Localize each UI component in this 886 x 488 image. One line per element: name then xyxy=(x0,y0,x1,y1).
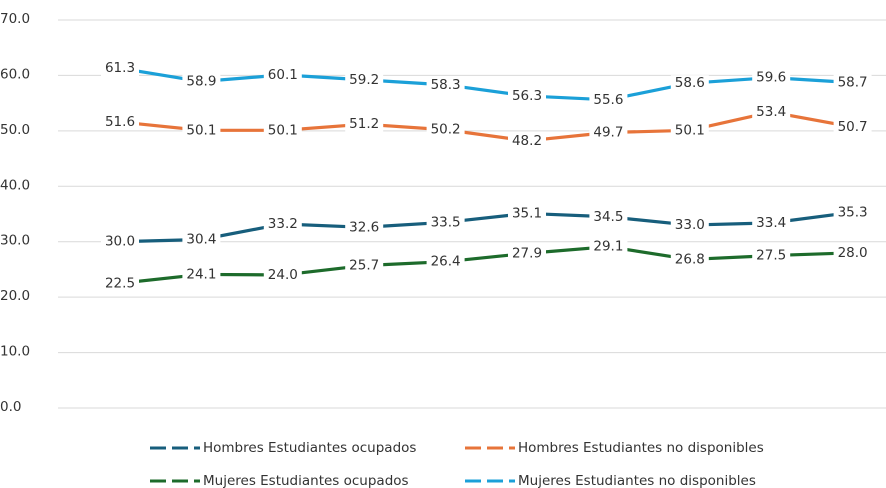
label-bg xyxy=(833,74,872,91)
data-label: 32.6 xyxy=(349,219,379,235)
label-bg xyxy=(508,132,546,149)
label-bg xyxy=(752,104,791,121)
data-label: 28.0 xyxy=(838,245,868,261)
label-bg xyxy=(508,87,546,104)
legend-label: Mujeres Estudiantes no disponibles xyxy=(518,473,756,488)
label-bg xyxy=(752,69,791,86)
label-bg xyxy=(345,116,384,133)
legend-label: Hombres Estudiantes ocupados xyxy=(203,440,416,456)
legend-label: Mujeres Estudiantes ocupados xyxy=(203,473,409,488)
label-bg xyxy=(101,60,139,77)
label-bg xyxy=(345,219,384,236)
data-label: 50.1 xyxy=(675,122,705,138)
label-bg xyxy=(101,275,139,292)
data-label: 59.6 xyxy=(756,70,786,86)
y-tick-label: 20.0 xyxy=(0,288,30,304)
label-bg xyxy=(101,113,139,130)
label-bg xyxy=(508,245,546,262)
label-bg xyxy=(263,266,302,283)
label-bg xyxy=(345,257,384,274)
y-tick-label: 70.0 xyxy=(0,11,30,27)
data-label: 51.2 xyxy=(349,116,379,132)
y-tick-label: 30.0 xyxy=(0,233,30,249)
y-tick-label: 10.0 xyxy=(0,344,30,360)
data-label: 24.0 xyxy=(268,267,298,283)
line xyxy=(119,110,853,143)
data-label: 29.1 xyxy=(593,239,623,255)
data-label: 58.3 xyxy=(431,77,461,93)
data-label: 35.3 xyxy=(838,204,868,220)
data-label: 33.0 xyxy=(675,217,705,233)
label-bg xyxy=(182,231,221,248)
label-bg xyxy=(101,233,139,250)
data-label: 30.4 xyxy=(186,231,216,247)
data-label: 60.1 xyxy=(268,67,298,83)
label-bg xyxy=(833,204,872,221)
label-bg xyxy=(426,214,465,231)
label-bg xyxy=(589,238,628,255)
data-label: 24.1 xyxy=(186,266,216,282)
label-bg xyxy=(589,208,628,225)
data-label: 61.3 xyxy=(105,60,135,76)
data-label: 26.8 xyxy=(675,251,705,267)
data-label: 59.2 xyxy=(349,72,379,88)
data-label: 50.1 xyxy=(268,122,298,138)
data-label: 48.2 xyxy=(512,133,542,149)
line xyxy=(119,245,853,285)
label-bg xyxy=(670,122,709,139)
label-bg xyxy=(833,118,872,135)
label-bg xyxy=(670,75,709,92)
data-label: 50.2 xyxy=(431,122,461,138)
y-tick-label: 50.0 xyxy=(0,122,30,138)
data-label: 34.5 xyxy=(593,209,623,225)
label-bg xyxy=(833,244,872,261)
data-label: 56.3 xyxy=(512,88,542,104)
label-bg xyxy=(426,121,465,138)
label-bg xyxy=(182,73,221,90)
data-label: 49.7 xyxy=(593,125,623,141)
y-tick-label: 40.0 xyxy=(0,177,30,193)
label-bg xyxy=(752,247,791,264)
label-bg xyxy=(426,76,465,93)
label-bg xyxy=(670,251,709,268)
legend-label: Hombres Estudiantes no disponibles xyxy=(518,440,764,456)
data-label: 26.4 xyxy=(431,254,461,270)
data-label: 53.4 xyxy=(756,104,786,120)
label-bg xyxy=(263,66,302,83)
line xyxy=(119,210,853,244)
label-bg xyxy=(752,214,791,231)
data-label: 33.4 xyxy=(756,215,786,231)
data-label: 58.9 xyxy=(186,74,216,90)
y-tick-label: 0.0 xyxy=(0,399,21,415)
label-bg xyxy=(589,124,628,141)
data-label: 27.9 xyxy=(512,245,542,261)
data-label: 33.2 xyxy=(268,216,298,232)
data-label: 30.0 xyxy=(105,234,135,250)
data-label: 27.5 xyxy=(756,248,786,264)
label-bg xyxy=(670,217,709,234)
line xyxy=(119,66,853,102)
label-bg xyxy=(426,253,465,270)
label-bg xyxy=(263,122,302,139)
data-label: 35.1 xyxy=(512,205,542,221)
y-tick-label: 60.0 xyxy=(0,66,30,82)
data-label: 50.7 xyxy=(838,119,868,135)
data-label: 22.5 xyxy=(105,275,135,291)
label-bg xyxy=(508,205,546,222)
label-bg xyxy=(182,266,221,283)
label-bg xyxy=(345,71,384,88)
data-label: 50.1 xyxy=(186,122,216,138)
data-label: 55.6 xyxy=(593,92,623,108)
label-bg xyxy=(263,215,302,232)
label-bg xyxy=(589,91,628,108)
data-label: 25.7 xyxy=(349,258,379,274)
data-label: 58.7 xyxy=(838,75,868,91)
data-label: 33.5 xyxy=(431,214,461,230)
data-label: 58.6 xyxy=(675,75,705,91)
label-bg xyxy=(182,122,221,139)
data-label: 51.6 xyxy=(105,114,135,130)
